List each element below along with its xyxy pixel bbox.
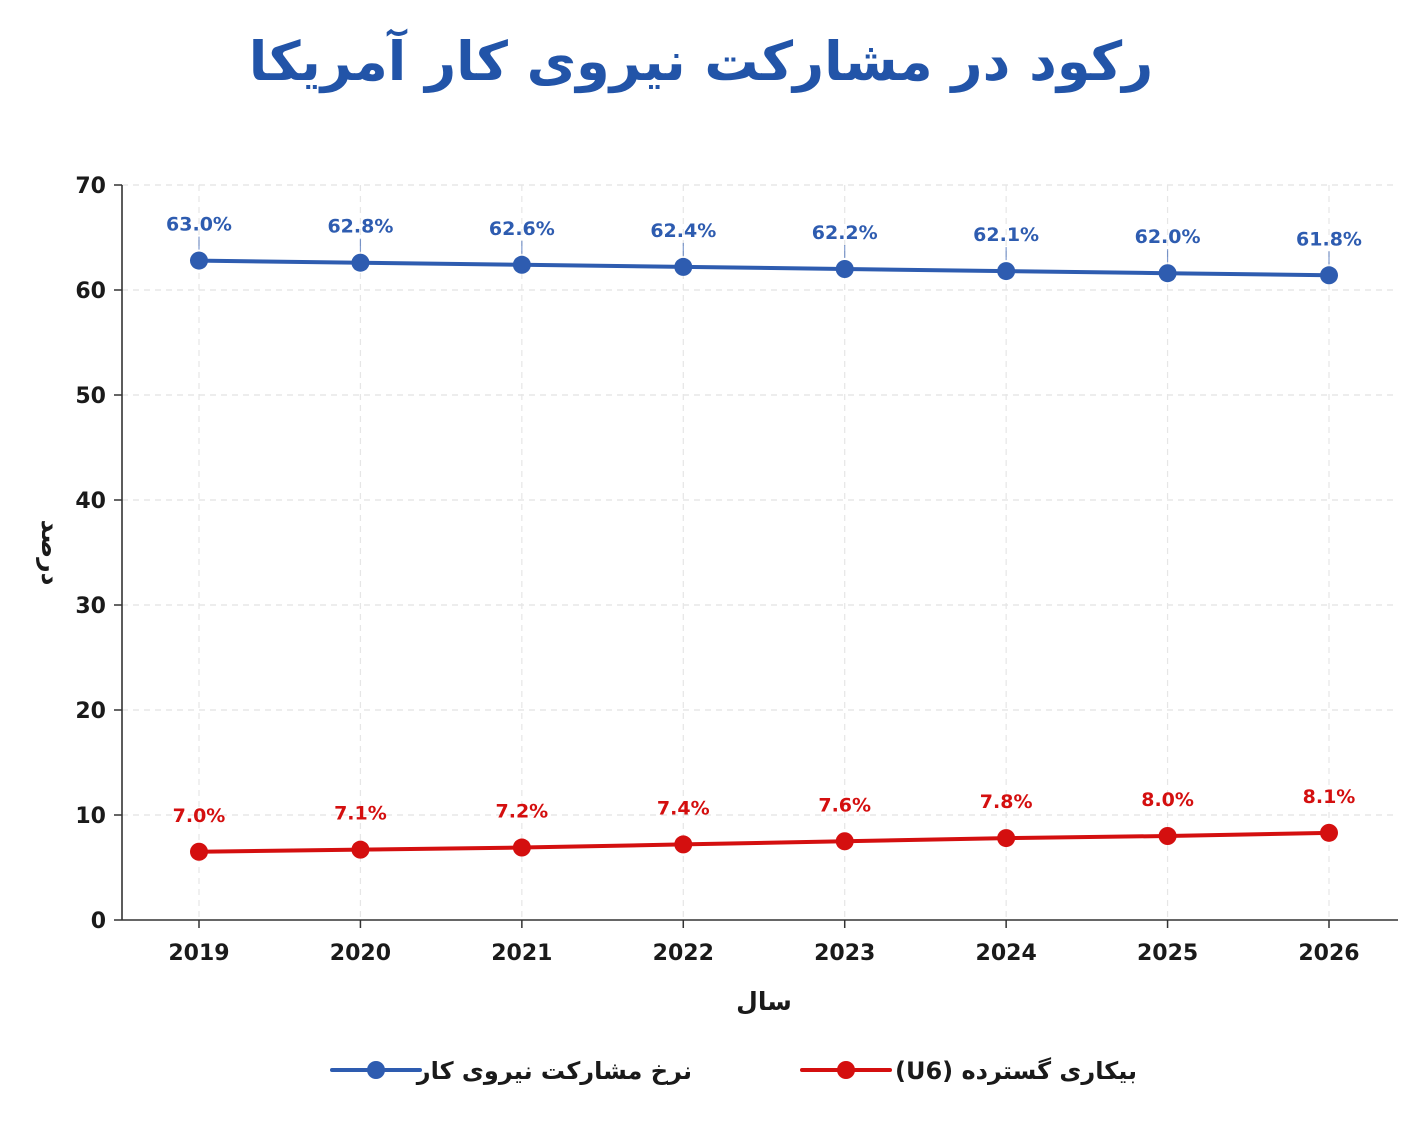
- data-point: [674, 835, 693, 854]
- data-point: [997, 829, 1016, 848]
- y-tick-label: 0: [91, 909, 106, 934]
- data-label: 62.0%: [1135, 226, 1201, 248]
- y-tick-label: 50: [75, 384, 106, 409]
- x-tick-label: 2020: [330, 941, 391, 966]
- data-point: [512, 255, 531, 274]
- labels-layer: 63.0% 62.8% 62.6% 62.4% 62.2% 62.1% 62.0% 61.8%…: [166, 214, 1362, 827]
- y-tick-label: 20: [75, 699, 106, 724]
- data-label: 63.0%: [166, 214, 232, 236]
- data-label: 62.4%: [650, 220, 716, 242]
- x-tick-label: 2026: [1298, 941, 1359, 966]
- data-label: 7.0%: [173, 805, 226, 827]
- data-point: [190, 251, 208, 270]
- x-tick-label: 2024: [976, 941, 1037, 966]
- axes-layer: 0 10 20 30 40 50 60 70 2019 2020 2021 2022 2023 2024 2…: [36, 174, 1398, 1016]
- data-label: 7.8%: [980, 791, 1033, 813]
- x-tick-label: 2023: [814, 941, 875, 966]
- data-point: [674, 257, 693, 276]
- series-layer: [190, 251, 1338, 861]
- x-tick-label: 2021: [491, 941, 552, 966]
- data-label: 7.4%: [657, 797, 710, 819]
- data-point: [1320, 266, 1338, 285]
- legend-label-1: بیکاری گسترده (U6): [895, 1057, 1137, 1085]
- legend-marker-1: [837, 1061, 855, 1079]
- data-point: [351, 253, 370, 272]
- data-label: 62.1%: [973, 224, 1039, 246]
- data-label: 62.2%: [812, 222, 878, 244]
- data-label: 7.1%: [334, 803, 387, 825]
- data-label: 61.8%: [1296, 228, 1362, 250]
- legend-marker-0: [367, 1061, 385, 1079]
- legend-label-0: نرخ مشارکت نیروی کار: [416, 1057, 692, 1085]
- data-point: [997, 262, 1016, 281]
- y-tick-label: 30: [75, 594, 106, 619]
- x-tick-label: 2022: [653, 941, 714, 966]
- y-tick-label: 60: [75, 279, 106, 304]
- data-point: [835, 260, 854, 278]
- data-point: [1320, 823, 1338, 842]
- x-tick-label: 2025: [1137, 941, 1198, 966]
- data-label: 8.1%: [1303, 786, 1356, 808]
- data-label: 8.0%: [1141, 789, 1194, 811]
- data-label: 7.6%: [818, 794, 871, 816]
- data-point: [190, 842, 208, 861]
- y-tick-label: 70: [75, 174, 106, 199]
- data-point: [1158, 264, 1177, 283]
- data-point: [1158, 827, 1177, 845]
- y-tick-label: 40: [75, 489, 106, 514]
- data-label: 62.8%: [327, 216, 393, 238]
- legend: نرخ مشارکت نیروی کار بیکاری گسترده (U6): [330, 1057, 1137, 1085]
- data-point: [512, 838, 531, 857]
- grid-layer: [122, 184, 1398, 920]
- data-label: 62.6%: [489, 218, 555, 240]
- series-line-1: [197, 830, 1331, 854]
- x-tick-label: 2019: [168, 941, 229, 966]
- y-axis-title: درصد: [36, 520, 65, 586]
- data-label: 7.2%: [496, 801, 549, 823]
- series-line-0: [197, 258, 1331, 278]
- x-axis-title: سال: [736, 987, 792, 1016]
- y-tick-label: 10: [75, 804, 106, 829]
- data-point: [351, 840, 370, 859]
- chart-title: رکود در مشارکت نیروی کار آمریکا: [248, 30, 1154, 93]
- data-point: [835, 832, 854, 851]
